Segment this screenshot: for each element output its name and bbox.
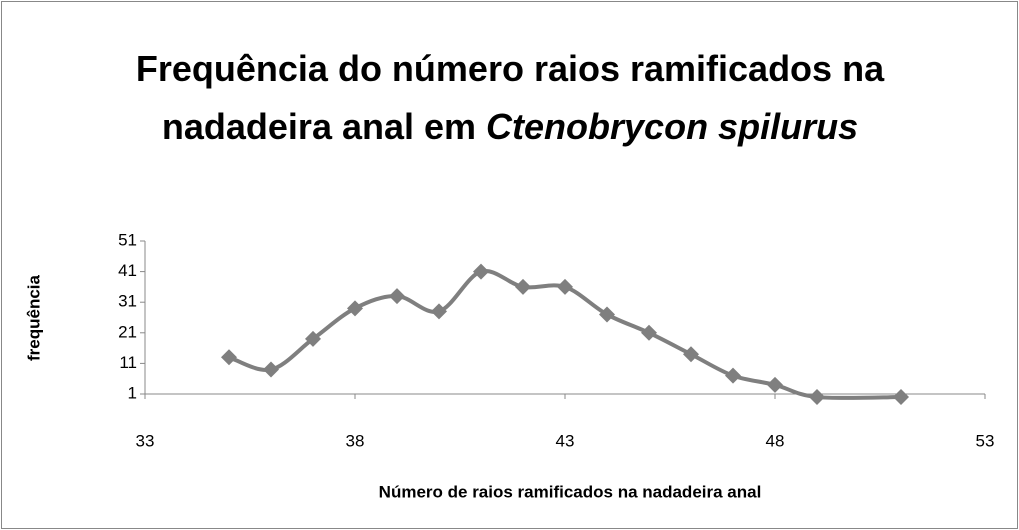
chart-title: Frequência do número raios ramificados n… (100, 40, 920, 156)
title-species: Ctenobrycon spilurus (486, 106, 859, 147)
x-axis-label: Número de raios ramificados na nadadeira… (379, 482, 762, 501)
marker (893, 389, 909, 406)
title-text: Frequência do número raios ramificados n… (135, 48, 885, 147)
marker (263, 361, 279, 378)
marker (305, 330, 321, 347)
x-tick-label: 43 (556, 431, 575, 450)
marker (557, 278, 573, 295)
y-axis-label: frequência (24, 274, 43, 361)
y-tick-label: 51 (118, 230, 137, 249)
x-tick-label: 38 (346, 431, 365, 450)
marker (683, 346, 699, 363)
marker (347, 300, 363, 317)
y-tick-label: 11 (119, 353, 137, 372)
marker (431, 303, 447, 320)
x-tick-label: 48 (766, 431, 785, 450)
x-tick-label: 53 (976, 431, 995, 450)
marker (809, 389, 825, 406)
marker (725, 367, 741, 384)
y-tick-label: 21 (118, 322, 137, 341)
marker (599, 306, 615, 323)
line (228, 268, 902, 400)
x-tick-label: 33 (136, 431, 155, 450)
y-tick-label: 31 (118, 292, 137, 311)
marker (641, 324, 657, 341)
marker (221, 349, 237, 366)
y-tick-label: 1 (128, 383, 137, 402)
marker (767, 376, 783, 393)
marker (389, 288, 405, 305)
marker (515, 278, 531, 295)
marker (473, 263, 489, 280)
y-tick-label: 41 (118, 261, 137, 280)
